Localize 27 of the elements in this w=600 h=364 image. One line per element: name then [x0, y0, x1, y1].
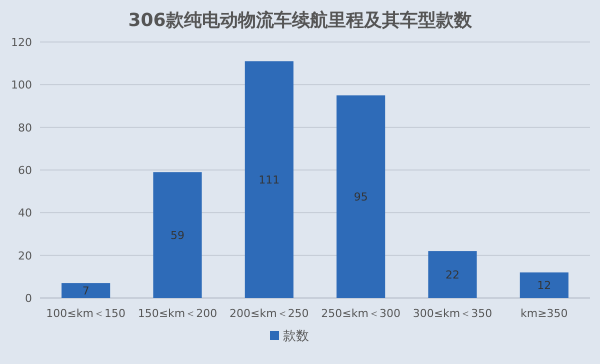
legend-label: 款数 — [283, 329, 309, 344]
x-tick-label: 150≤km＜200 — [138, 307, 218, 320]
x-tick-label: km≥350 — [520, 307, 568, 320]
chart-title: 306款纯电动物流车续航里程及其车型款数 — [128, 10, 473, 31]
y-tick-label: 20 — [18, 249, 32, 262]
x-tick-label: 100≤km＜150 — [46, 307, 126, 320]
bar — [244, 61, 294, 298]
data-label: 59 — [170, 229, 184, 242]
y-tick-label: 40 — [18, 206, 32, 220]
bar — [153, 172, 202, 298]
bar — [520, 272, 568, 298]
y-tick-label: 100 — [11, 78, 32, 92]
data-label: 22 — [446, 268, 460, 282]
y-tick-label: 0 — [25, 292, 32, 305]
bar — [62, 283, 110, 298]
data-label: 12 — [537, 279, 552, 292]
x-tick-label: 300≤km＜350 — [412, 307, 492, 320]
data-label: 95 — [354, 190, 368, 204]
y-tick-label: 120 — [11, 36, 32, 49]
data-label: 111 — [258, 174, 280, 187]
data-label: 7 — [82, 284, 90, 298]
x-tick-label: 250≤km＜300 — [321, 307, 400, 320]
bar — [336, 95, 386, 298]
bar — [428, 251, 477, 298]
x-tick-label: 200≤km＜250 — [230, 307, 309, 320]
y-tick-label: 80 — [18, 121, 32, 134]
y-tick-label: 60 — [18, 164, 32, 177]
